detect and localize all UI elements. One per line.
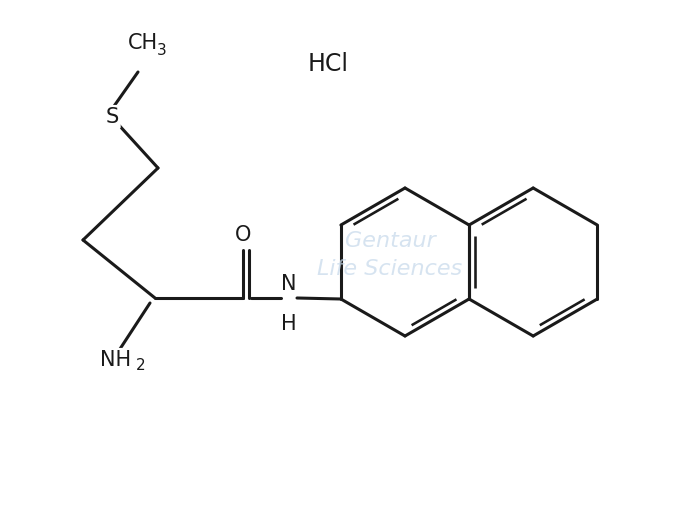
Text: 2: 2 [136, 358, 145, 372]
Text: 3: 3 [157, 43, 167, 58]
Text: H: H [281, 314, 296, 334]
Text: Gentaur
Life Sciences: Gentaur Life Sciences [317, 231, 463, 279]
Text: S: S [105, 107, 118, 127]
Text: N: N [281, 274, 296, 294]
Text: HCl: HCl [308, 52, 349, 76]
Text: CH: CH [128, 33, 158, 53]
Text: NH: NH [100, 350, 132, 370]
Text: O: O [235, 225, 251, 245]
